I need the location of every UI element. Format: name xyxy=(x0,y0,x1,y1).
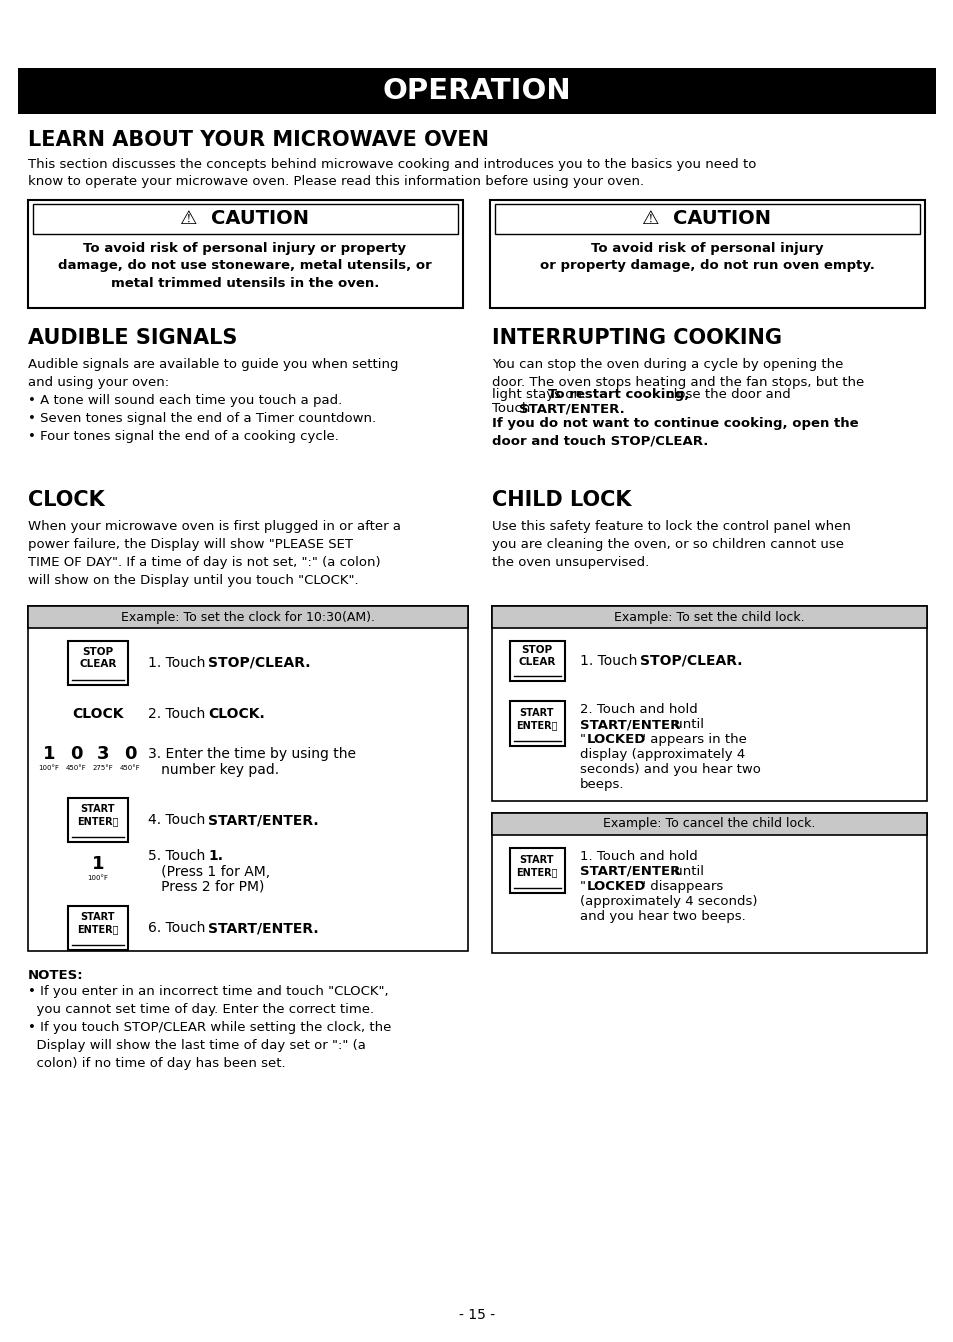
Bar xyxy=(510,701,564,746)
Text: " disappears: " disappears xyxy=(639,880,722,892)
Text: To avoid risk of personal injury
or property damage, do not run oven empty.: To avoid risk of personal injury or prop… xyxy=(539,242,874,272)
Text: 450°F: 450°F xyxy=(119,765,140,772)
Text: display (approximately 4: display (approximately 4 xyxy=(579,747,744,761)
Text: Touch: Touch xyxy=(492,403,534,415)
Bar xyxy=(492,607,926,628)
Text: START/ENTER.: START/ENTER. xyxy=(208,813,318,827)
Text: START/ENTER: START/ENTER xyxy=(579,718,679,731)
Text: • If you enter in an incorrect time and touch "CLOCK",
  you cannot set time of : • If you enter in an incorrect time and … xyxy=(28,985,391,1070)
Text: and you hear two beeps.: and you hear two beeps. xyxy=(579,910,745,923)
Text: Press 2 for PM): Press 2 for PM) xyxy=(148,880,264,894)
Text: This section discusses the concepts behind microwave cooking and introduces you : This section discusses the concepts behi… xyxy=(28,158,756,188)
Text: If you do not want to continue cooking, open the
door and touch STOP/CLEAR.: If you do not want to continue cooking, … xyxy=(492,417,858,448)
Bar xyxy=(28,607,468,951)
Text: LEARN ABOUT YOUR MICROWAVE OVEN: LEARN ABOUT YOUR MICROWAVE OVEN xyxy=(28,130,489,150)
Text: - 15 -: - 15 - xyxy=(458,1308,495,1322)
Text: 1: 1 xyxy=(43,745,55,764)
Text: Example: To set the clock for 10:30(AM).: Example: To set the clock for 10:30(AM). xyxy=(121,611,375,624)
Text: START
ENTER⒴: START ENTER⒴ xyxy=(77,913,118,934)
Bar xyxy=(492,813,926,953)
Text: 450°F: 450°F xyxy=(66,765,87,772)
Text: START
ENTER⒴: START ENTER⒴ xyxy=(516,709,558,730)
Text: until: until xyxy=(669,866,703,878)
Text: 275°F: 275°F xyxy=(92,765,113,772)
Bar xyxy=(490,200,924,309)
Text: AUDIBLE SIGNALS: AUDIBLE SIGNALS xyxy=(28,327,237,348)
Text: number key pad.: number key pad. xyxy=(148,764,279,777)
Text: 1: 1 xyxy=(91,855,104,874)
Text: 3. Enter the time by using the: 3. Enter the time by using the xyxy=(148,747,355,761)
Text: 1.: 1. xyxy=(208,849,223,863)
Text: START/ENTER.: START/ENTER. xyxy=(518,403,624,415)
Text: START/ENTER.: START/ENTER. xyxy=(208,921,318,935)
Text: close the door and: close the door and xyxy=(661,388,790,401)
Text: ⚠  CAUTION: ⚠ CAUTION xyxy=(180,209,309,228)
Bar xyxy=(510,641,564,680)
Text: Example: To set the child lock.: Example: To set the child lock. xyxy=(614,611,804,624)
Text: STOP
CLEAR: STOP CLEAR xyxy=(517,646,555,667)
Text: Audible signals are available to guide you when setting
and using your oven:
• A: Audible signals are available to guide y… xyxy=(28,358,398,443)
Text: CLOCK.: CLOCK. xyxy=(208,707,265,721)
Text: 2. Touch: 2. Touch xyxy=(148,707,210,721)
Text: 100°F: 100°F xyxy=(88,875,109,880)
Text: ": " xyxy=(579,880,585,892)
Text: START
ENTER⒴: START ENTER⒴ xyxy=(516,855,558,876)
Text: STOP
CLEAR: STOP CLEAR xyxy=(79,647,116,668)
Text: Use this safety feature to lock the control panel when
you are cleaning the oven: Use this safety feature to lock the cont… xyxy=(492,519,850,569)
Text: STOP/CLEAR.: STOP/CLEAR. xyxy=(208,656,310,670)
Text: CLOCK: CLOCK xyxy=(72,707,124,721)
Bar xyxy=(492,607,926,801)
Text: When your microwave oven is first plugged in or after a
power failure, the Displ: When your microwave oven is first plugge… xyxy=(28,519,400,586)
Text: 6. Touch: 6. Touch xyxy=(148,921,210,935)
Text: LOCKED: LOCKED xyxy=(586,880,646,892)
Text: (Press 1 for AM,: (Press 1 for AM, xyxy=(148,866,270,879)
Text: 0: 0 xyxy=(70,745,82,764)
Text: NOTES:: NOTES: xyxy=(28,969,84,982)
Text: CHILD LOCK: CHILD LOCK xyxy=(492,490,631,510)
Text: To restart cooking,: To restart cooking, xyxy=(547,388,689,401)
Text: beeps.: beeps. xyxy=(579,778,624,790)
Text: " appears in the: " appears in the xyxy=(639,733,746,746)
Bar xyxy=(28,200,462,309)
Text: ⚠  CAUTION: ⚠ CAUTION xyxy=(641,209,771,228)
Text: seconds) and you hear two: seconds) and you hear two xyxy=(579,764,760,776)
Bar xyxy=(495,204,919,234)
Text: You can stop the oven during a cycle by opening the
door. The oven stops heating: You can stop the oven during a cycle by … xyxy=(492,358,863,389)
Text: 5. Touch: 5. Touch xyxy=(148,849,210,863)
Bar xyxy=(68,906,128,950)
Bar xyxy=(68,798,128,841)
Text: OPERATION: OPERATION xyxy=(382,76,571,105)
Text: START
ENTER⒴: START ENTER⒴ xyxy=(77,804,118,825)
Text: START/ENTER: START/ENTER xyxy=(579,866,679,878)
Bar xyxy=(28,607,468,628)
Bar xyxy=(18,68,935,114)
Bar xyxy=(510,848,564,892)
Text: 4. Touch: 4. Touch xyxy=(148,813,210,827)
Text: 1. Touch and hold: 1. Touch and hold xyxy=(579,849,697,863)
Text: ": " xyxy=(579,733,585,746)
Text: Example: To cancel the child lock.: Example: To cancel the child lock. xyxy=(602,817,815,831)
Text: 100°F: 100°F xyxy=(38,765,59,772)
Text: 0: 0 xyxy=(124,745,136,764)
Text: STOP/CLEAR.: STOP/CLEAR. xyxy=(639,654,741,668)
Bar xyxy=(492,813,926,835)
Text: 2. Touch and hold: 2. Touch and hold xyxy=(579,703,697,717)
Bar xyxy=(33,204,457,234)
Text: INTERRUPTING COOKING: INTERRUPTING COOKING xyxy=(492,327,781,348)
Text: To avoid risk of personal injury or property
damage, do not use stoneware, metal: To avoid risk of personal injury or prop… xyxy=(58,242,432,290)
Bar xyxy=(68,641,128,684)
Text: 1. Touch: 1. Touch xyxy=(148,656,210,670)
Text: 1. Touch: 1. Touch xyxy=(579,654,641,668)
Text: until: until xyxy=(669,718,703,731)
Text: light stays on.: light stays on. xyxy=(492,388,590,401)
Text: LOCKED: LOCKED xyxy=(586,733,646,746)
Text: (approximately 4 seconds): (approximately 4 seconds) xyxy=(579,895,757,909)
Text: CLOCK: CLOCK xyxy=(28,490,105,510)
Text: 3: 3 xyxy=(96,745,110,764)
